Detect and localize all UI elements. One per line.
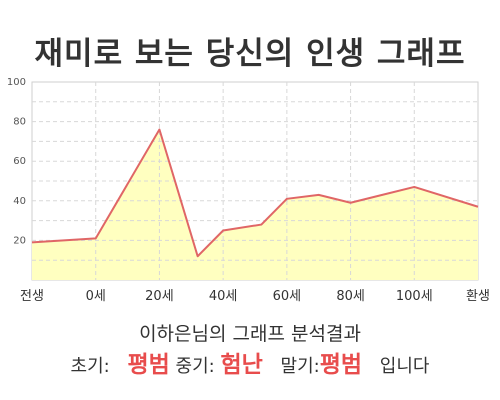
analysis-summary: 초기: 평범 중기: 험난 말기:평범 입니다 <box>0 345 500 379</box>
x-tick-label: 0세 <box>86 289 106 304</box>
late-value: 평범 <box>319 352 363 378</box>
middle-label: 중기: <box>175 356 215 377</box>
page-title: 재미로 보는 당신의 인생 그래프 <box>34 36 466 72</box>
x-tick-label: 20세 <box>145 289 174 304</box>
life-line <box>31 128 479 258</box>
x-tick-label: 40세 <box>209 289 238 304</box>
x-tick-label: 80세 <box>336 289 365 304</box>
middle-value: 험난 <box>220 352 263 378</box>
y-tick-label: 80 <box>13 117 26 128</box>
x-tick-label: 60세 <box>273 289 302 304</box>
early-value: 평범 <box>127 352 170 378</box>
x-tick-label: 전생 <box>20 289 44 304</box>
late-label: 말기: <box>280 356 320 377</box>
x-tick-label: 환생 <box>466 289 490 304</box>
y-tick-label: 20 <box>13 235 26 246</box>
y-tick-label: 100 <box>7 77 26 88</box>
ending-text: 입니다 <box>379 356 430 377</box>
y-tick-label: 60 <box>13 156 26 167</box>
x-tick-label: 100세 <box>396 289 433 304</box>
early-label: 초기: <box>70 356 110 377</box>
y-tick-label: 40 <box>13 196 26 207</box>
life-area-fill <box>32 129 478 280</box>
analysis-subtitle: 이하은님의 그래프 분석결과 <box>139 323 361 345</box>
